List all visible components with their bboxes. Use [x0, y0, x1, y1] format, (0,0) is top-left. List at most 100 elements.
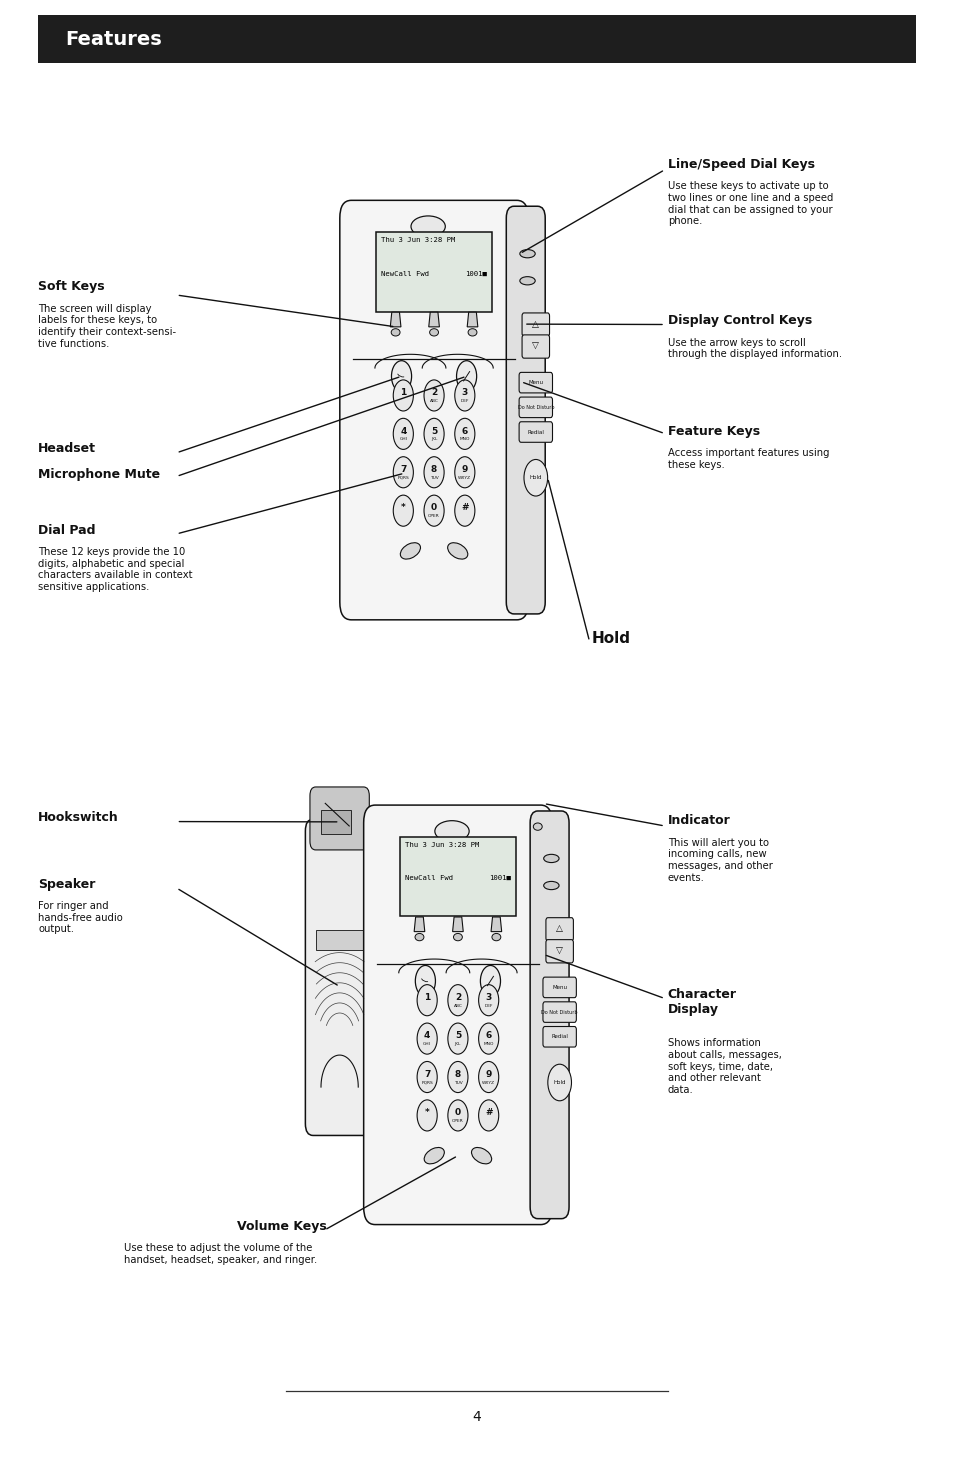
- Polygon shape: [390, 313, 400, 327]
- Circle shape: [393, 496, 413, 527]
- Text: Volume Keys: Volume Keys: [236, 1220, 326, 1233]
- Text: Redial: Redial: [527, 429, 543, 435]
- Text: #: #: [460, 503, 468, 512]
- Circle shape: [416, 1100, 436, 1131]
- Text: DEF: DEF: [484, 1003, 493, 1007]
- Text: 8: 8: [431, 465, 436, 473]
- Text: *: *: [400, 503, 405, 512]
- Text: PQRS: PQRS: [421, 1081, 433, 1084]
- Polygon shape: [491, 917, 501, 932]
- Text: PQRS: PQRS: [397, 476, 409, 479]
- Ellipse shape: [492, 934, 500, 941]
- Text: These 12 keys provide the 10
digits, alphabetic and special
characters available: These 12 keys provide the 10 digits, alp…: [38, 547, 193, 591]
- Text: Features: Features: [65, 30, 161, 49]
- Text: Thu 3 Jun 3:28 PM: Thu 3 Jun 3:28 PM: [380, 237, 455, 243]
- Text: Line/Speed Dial Keys: Line/Speed Dial Keys: [667, 158, 814, 171]
- Text: 6: 6: [461, 426, 468, 435]
- Text: OPER: OPER: [428, 515, 439, 518]
- Ellipse shape: [519, 277, 535, 285]
- FancyBboxPatch shape: [530, 811, 568, 1218]
- Text: Menu: Menu: [552, 985, 567, 990]
- Ellipse shape: [391, 329, 399, 336]
- Text: *: *: [424, 1108, 429, 1117]
- Text: The screen will display
labels for these keys, to
identify their context-sensi-
: The screen will display labels for these…: [38, 304, 176, 348]
- Text: Do Not Disturb: Do Not Disturb: [541, 1009, 578, 1015]
- Text: Dial Pad: Dial Pad: [38, 524, 95, 537]
- Circle shape: [480, 966, 500, 997]
- Circle shape: [478, 985, 498, 1016]
- Text: ▽: ▽: [556, 947, 562, 956]
- FancyBboxPatch shape: [310, 788, 369, 850]
- Text: 1001■: 1001■: [489, 875, 511, 881]
- Text: 2: 2: [431, 388, 436, 397]
- Circle shape: [447, 985, 468, 1016]
- FancyBboxPatch shape: [375, 233, 492, 311]
- Text: Use the arrow keys to scroll
through the displayed information.: Use the arrow keys to scroll through the…: [667, 338, 841, 360]
- Circle shape: [416, 1024, 436, 1055]
- Circle shape: [416, 1062, 436, 1093]
- Text: Character
Display: Character Display: [667, 988, 736, 1016]
- Text: NewCall Fwd: NewCall Fwd: [404, 875, 453, 881]
- Circle shape: [393, 457, 413, 488]
- FancyBboxPatch shape: [38, 15, 915, 63]
- Polygon shape: [428, 313, 439, 327]
- FancyBboxPatch shape: [506, 207, 545, 614]
- Polygon shape: [467, 313, 477, 327]
- Circle shape: [423, 419, 444, 450]
- Text: OPER: OPER: [452, 1120, 463, 1122]
- Circle shape: [415, 966, 435, 997]
- Text: 7: 7: [423, 1069, 430, 1078]
- FancyBboxPatch shape: [545, 940, 573, 963]
- Text: Access important features using
these keys.: Access important features using these ke…: [667, 448, 828, 471]
- Text: #: #: [484, 1108, 492, 1117]
- Ellipse shape: [400, 543, 420, 559]
- Circle shape: [547, 1065, 571, 1100]
- Circle shape: [447, 1100, 468, 1131]
- Text: △: △: [532, 320, 538, 329]
- Circle shape: [455, 496, 475, 527]
- FancyBboxPatch shape: [339, 201, 528, 620]
- Text: JKL: JKL: [455, 1043, 460, 1046]
- Circle shape: [478, 1024, 498, 1055]
- Circle shape: [523, 459, 547, 496]
- Circle shape: [423, 381, 444, 412]
- Text: Hold: Hold: [529, 475, 541, 481]
- Text: Speaker: Speaker: [38, 878, 95, 891]
- Text: TUV: TUV: [453, 1081, 462, 1084]
- Ellipse shape: [415, 934, 423, 941]
- Text: Display Control Keys: Display Control Keys: [667, 314, 811, 327]
- Text: 2: 2: [455, 993, 460, 1002]
- Text: 5: 5: [455, 1031, 460, 1040]
- Text: For ringer and
hands-free audio
output.: For ringer and hands-free audio output.: [38, 901, 123, 935]
- Text: ▽: ▽: [532, 342, 538, 351]
- Ellipse shape: [543, 882, 558, 889]
- Circle shape: [423, 496, 444, 527]
- FancyBboxPatch shape: [363, 805, 552, 1224]
- Ellipse shape: [429, 329, 438, 336]
- Text: Soft Keys: Soft Keys: [38, 280, 105, 294]
- Ellipse shape: [533, 823, 541, 830]
- Text: GHI: GHI: [399, 438, 407, 441]
- FancyBboxPatch shape: [399, 838, 516, 916]
- Circle shape: [447, 1062, 468, 1093]
- Text: 0: 0: [455, 1108, 460, 1117]
- Text: This will alert you to
incoming calls, new
messages, and other
events.: This will alert you to incoming calls, n…: [667, 838, 772, 882]
- Ellipse shape: [471, 1148, 491, 1164]
- Polygon shape: [452, 917, 463, 932]
- Ellipse shape: [411, 215, 445, 237]
- Text: ABC: ABC: [429, 398, 438, 403]
- Text: Hold: Hold: [591, 631, 630, 646]
- Text: Hold: Hold: [553, 1080, 565, 1086]
- FancyBboxPatch shape: [521, 335, 549, 358]
- Ellipse shape: [519, 249, 535, 258]
- Text: Headset: Headset: [38, 442, 96, 456]
- Text: 4: 4: [399, 426, 406, 435]
- FancyBboxPatch shape: [545, 917, 573, 941]
- Text: Indicator: Indicator: [667, 814, 730, 827]
- Text: WXYZ: WXYZ: [481, 1081, 495, 1084]
- Text: Hookswitch: Hookswitch: [38, 811, 119, 825]
- Text: 4: 4: [472, 1410, 481, 1423]
- Ellipse shape: [424, 1148, 444, 1164]
- Circle shape: [447, 1024, 468, 1055]
- Text: Shows information
about calls, messages,
soft keys, time, date,
and other releva: Shows information about calls, messages,…: [667, 1038, 781, 1094]
